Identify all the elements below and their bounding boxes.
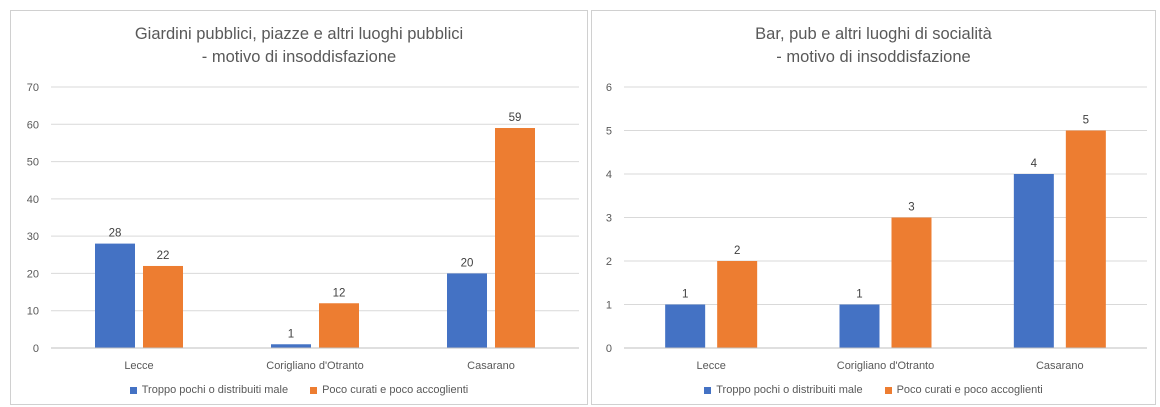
y-tick-label: 50 — [27, 157, 39, 169]
legend: Troppo pochi o distribuiti male Poco cur… — [11, 384, 587, 396]
bar — [447, 273, 487, 348]
y-tick-label: 20 — [27, 268, 39, 280]
chart-plot-bar-pub: 0 1 2 3 4 5 6 1 2 Lecce 1 3 Corigliano d'Otranto 4 5 Ca… — [606, 82, 1147, 372]
chart-title: Bar, pub e altri luoghi di socialità - m… — [592, 23, 1155, 69]
x-tick-label: Casarano — [1036, 360, 1084, 372]
y-tick-label: 1 — [606, 300, 612, 312]
legend-item-troppo-pochi: Troppo pochi o distribuiti male — [704, 384, 863, 396]
legend-label: Troppo pochi o distribuiti male — [716, 384, 863, 396]
data-label: 5 — [1083, 115, 1089, 127]
x-tick-label: Corigliano d'Otranto — [266, 360, 364, 372]
data-label: 1 — [682, 289, 688, 301]
y-tick-label: 70 — [27, 82, 39, 94]
data-label: 28 — [109, 228, 122, 240]
data-label: 20 — [461, 257, 474, 269]
chart-panel-giardini: Giardini pubblici, piazze e altri luoghi… — [10, 10, 588, 405]
chart-title-line-2: - motivo di insoddisfazione — [201, 48, 397, 66]
data-label: 12 — [333, 287, 346, 299]
data-label: 4 — [1031, 158, 1038, 170]
y-tick-label: 3 — [606, 213, 612, 225]
legend-item-poco-curati: Poco curati e poco accoglienti — [310, 384, 468, 396]
bar — [95, 243, 135, 348]
chart-plot-giardini: 0 10 20 30 40 50 60 70 28 22 Lecce 1 12 Corigliano d'… — [27, 82, 579, 372]
data-label: 2 — [734, 245, 740, 257]
legend-label: Poco curati e poco accoglienti — [322, 384, 469, 396]
bar — [891, 217, 932, 348]
y-tick-label: 0 — [33, 343, 39, 355]
y-tick-label: 2 — [606, 256, 612, 268]
bar — [319, 303, 359, 348]
y-tick-label: 10 — [27, 306, 39, 318]
bar — [839, 304, 880, 348]
y-tick-label: 40 — [27, 194, 39, 206]
legend-swatch-orange — [884, 386, 892, 394]
chart-title-line-1: Giardini pubblici, piazze e altri luoghi… — [134, 25, 464, 43]
bar — [271, 344, 311, 348]
x-tick-label: Casarano — [467, 360, 515, 372]
x-tick-label: Corigliano d'Otranto — [837, 360, 935, 372]
y-tick-label: 5 — [606, 126, 612, 138]
x-tick-label: Lecce — [124, 360, 153, 372]
bar — [1013, 174, 1054, 348]
legend-item-troppo-pochi: Troppo pochi o distribuiti male — [129, 384, 289, 396]
legend-swatch-blue — [704, 386, 712, 394]
y-tick-label: 6 — [606, 82, 612, 94]
legend-label: Poco curati e poco accoglienti — [896, 384, 1043, 396]
bar — [665, 304, 706, 348]
data-label: 3 — [908, 202, 914, 214]
chart-title: Giardini pubblici, piazze e altri luoghi… — [11, 23, 587, 69]
legend-swatch-blue — [129, 386, 137, 394]
chart-title-line-2: - motivo di insoddisfazione — [776, 48, 971, 66]
data-label: 1 — [288, 328, 294, 340]
y-tick-label: 0 — [606, 343, 612, 355]
chart-title-line-1: Bar, pub e altri luoghi di socialità — [755, 25, 992, 43]
legend-label: Troppo pochi o distribuiti male — [141, 384, 289, 396]
x-tick-label: Lecce — [696, 360, 725, 372]
data-label: 22 — [157, 250, 170, 262]
bar — [1065, 130, 1106, 348]
legend-item-poco-curati: Poco curati e poco accoglienti — [884, 384, 1043, 396]
y-tick-label: 60 — [27, 119, 39, 131]
data-label: 59 — [509, 112, 522, 124]
chart-panel-bar-pub: Bar, pub e altri luoghi di socialità - m… — [591, 10, 1156, 405]
legend: Troppo pochi o distribuiti male Poco cur… — [592, 384, 1155, 396]
legend-swatch-orange — [310, 386, 318, 394]
data-label: 1 — [856, 289, 862, 301]
y-tick-label: 4 — [606, 169, 612, 181]
bar — [495, 128, 535, 348]
bar — [717, 261, 758, 348]
bar — [143, 265, 183, 348]
y-tick-label: 30 — [27, 231, 39, 243]
